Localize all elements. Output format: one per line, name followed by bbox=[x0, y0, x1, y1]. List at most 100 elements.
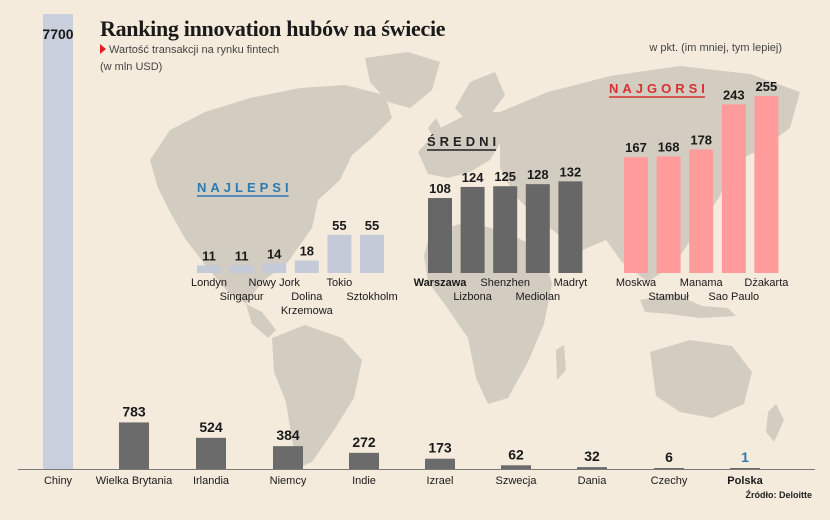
country-label: Wielka Brytania bbox=[96, 475, 173, 487]
hub-city-label: Londyn bbox=[191, 277, 227, 289]
value-bar bbox=[730, 468, 760, 469]
country-label: Polska bbox=[727, 475, 763, 487]
country-label: Czechy bbox=[651, 475, 688, 487]
map-north-america bbox=[150, 85, 392, 304]
unit-note: w pkt. (im mniej, tym lepiej) bbox=[649, 42, 782, 54]
map-new-zealand bbox=[766, 404, 784, 442]
map-south-america bbox=[272, 325, 362, 468]
map-madagascar bbox=[556, 345, 566, 380]
hub-value-label: 14 bbox=[267, 246, 282, 261]
map-scandinavia bbox=[455, 72, 505, 122]
hub-bar bbox=[656, 156, 681, 273]
value-label: 6 bbox=[665, 449, 673, 465]
hub-value-label: 128 bbox=[527, 167, 549, 182]
value-label: 524 bbox=[199, 419, 223, 435]
map-australia bbox=[650, 340, 752, 418]
hub-city-label: Manama bbox=[680, 277, 724, 289]
hub-city-label: Sao Paulo bbox=[708, 291, 759, 303]
value-label: 7700 bbox=[42, 26, 73, 42]
country-label: Indie bbox=[352, 475, 376, 487]
country-label: Niemcy bbox=[270, 475, 307, 487]
hub-value-label: 18 bbox=[300, 244, 314, 259]
hub-value-label: 124 bbox=[462, 170, 484, 185]
hub-bar bbox=[360, 234, 384, 273]
value-bar bbox=[425, 458, 455, 469]
hub-city-label: Lizbona bbox=[453, 291, 492, 303]
hub-bar bbox=[294, 260, 319, 273]
map-europe bbox=[418, 112, 502, 178]
hub-bar bbox=[558, 181, 583, 273]
hub-bar bbox=[428, 198, 452, 273]
value-label: 272 bbox=[352, 434, 376, 450]
chart-title: Ranking innovation hubów na świecie bbox=[100, 16, 446, 41]
value-bar bbox=[273, 446, 303, 469]
country-label: Chiny bbox=[44, 475, 73, 487]
source-note: Źródło: Deloitte bbox=[745, 490, 813, 500]
hub-city-label: Mediolan bbox=[515, 291, 560, 303]
hub-value-label: 255 bbox=[756, 79, 778, 94]
hub-city-label: Dżakarta bbox=[744, 277, 789, 289]
group-label-best: NAJLEPSI bbox=[197, 180, 293, 195]
hub-city-label: Shenzhen bbox=[480, 277, 530, 289]
hub-value-label: 11 bbox=[235, 248, 249, 263]
hub-city-label: Sztokholm bbox=[346, 291, 397, 303]
hub-city-label: Singapur bbox=[220, 291, 264, 303]
map-africa bbox=[424, 222, 552, 404]
hub-value-label: 168 bbox=[658, 139, 680, 154]
hub-city-label: Warszawa bbox=[414, 277, 468, 289]
value-bar bbox=[349, 452, 379, 469]
hub-bar bbox=[229, 265, 254, 273]
map-greenland bbox=[365, 52, 440, 108]
group-label-worst: NAJGORSI bbox=[609, 81, 709, 96]
map-indonesia bbox=[640, 294, 736, 318]
hub-bar bbox=[493, 186, 518, 273]
hub-value-label: 167 bbox=[625, 140, 647, 155]
hub-value-label: 55 bbox=[332, 218, 346, 233]
hub-bar bbox=[754, 96, 779, 273]
value-label: 384 bbox=[276, 427, 300, 443]
hub-ranking-chart: NAJLEPSI 11 Londyn 11 Singapur 14 Nowy Jork 18 D… bbox=[191, 79, 789, 317]
hub-city-label: Moskwa bbox=[616, 277, 657, 289]
value-bar bbox=[43, 14, 73, 469]
hub-city-label: Nowy Jork bbox=[249, 277, 301, 289]
hub-city-label: Tokio bbox=[327, 277, 353, 289]
value-label: 1 bbox=[741, 449, 749, 465]
value-label: 173 bbox=[428, 440, 452, 456]
hub-city-label: Dolina Krzemowa bbox=[281, 291, 334, 317]
group-label-middle: ŚREDNI bbox=[427, 134, 500, 149]
hub-value-label: 55 bbox=[365, 218, 379, 233]
hub-city-label: Madryt bbox=[554, 277, 588, 289]
hub-bar bbox=[525, 184, 550, 273]
country-label: Dania bbox=[578, 475, 608, 487]
hub-bar bbox=[460, 186, 485, 273]
hub-value-label: 125 bbox=[494, 169, 516, 184]
value-label: 783 bbox=[122, 403, 146, 419]
country-label: Irlandia bbox=[193, 475, 230, 487]
hub-value-label: 178 bbox=[690, 132, 712, 147]
hub-bar bbox=[689, 149, 714, 273]
chart-subtitle: Wartość transakcji na rynku fintech (w m… bbox=[100, 42, 290, 76]
hub-bar bbox=[624, 157, 648, 273]
value-label: 62 bbox=[508, 446, 524, 462]
subtitle-text: Wartość transakcji na rynku fintech (w m… bbox=[100, 44, 280, 73]
value-bar bbox=[196, 437, 226, 469]
fintech-value-chart: 7700 Chiny 783 Wielka Brytania 524 Irlandia 38… bbox=[18, 14, 815, 487]
hub-city-label: Stambuł bbox=[648, 291, 689, 303]
red-arrow-icon bbox=[100, 44, 106, 54]
hub-value-label: 11 bbox=[202, 248, 216, 263]
country-label: Izrael bbox=[427, 475, 454, 487]
value-bar bbox=[577, 467, 607, 469]
map-uk bbox=[428, 118, 442, 142]
value-label: 32 bbox=[584, 448, 600, 464]
hub-bar bbox=[262, 263, 287, 273]
value-bar bbox=[654, 468, 684, 469]
hub-bar bbox=[197, 265, 221, 273]
hub-bar bbox=[721, 104, 746, 274]
value-bar bbox=[501, 465, 531, 469]
country-label: Szwecja bbox=[496, 475, 538, 487]
value-bar bbox=[119, 422, 149, 469]
hub-value-label: 108 bbox=[429, 181, 451, 196]
hub-value-label: 132 bbox=[560, 164, 582, 179]
map-central-america bbox=[246, 304, 276, 338]
